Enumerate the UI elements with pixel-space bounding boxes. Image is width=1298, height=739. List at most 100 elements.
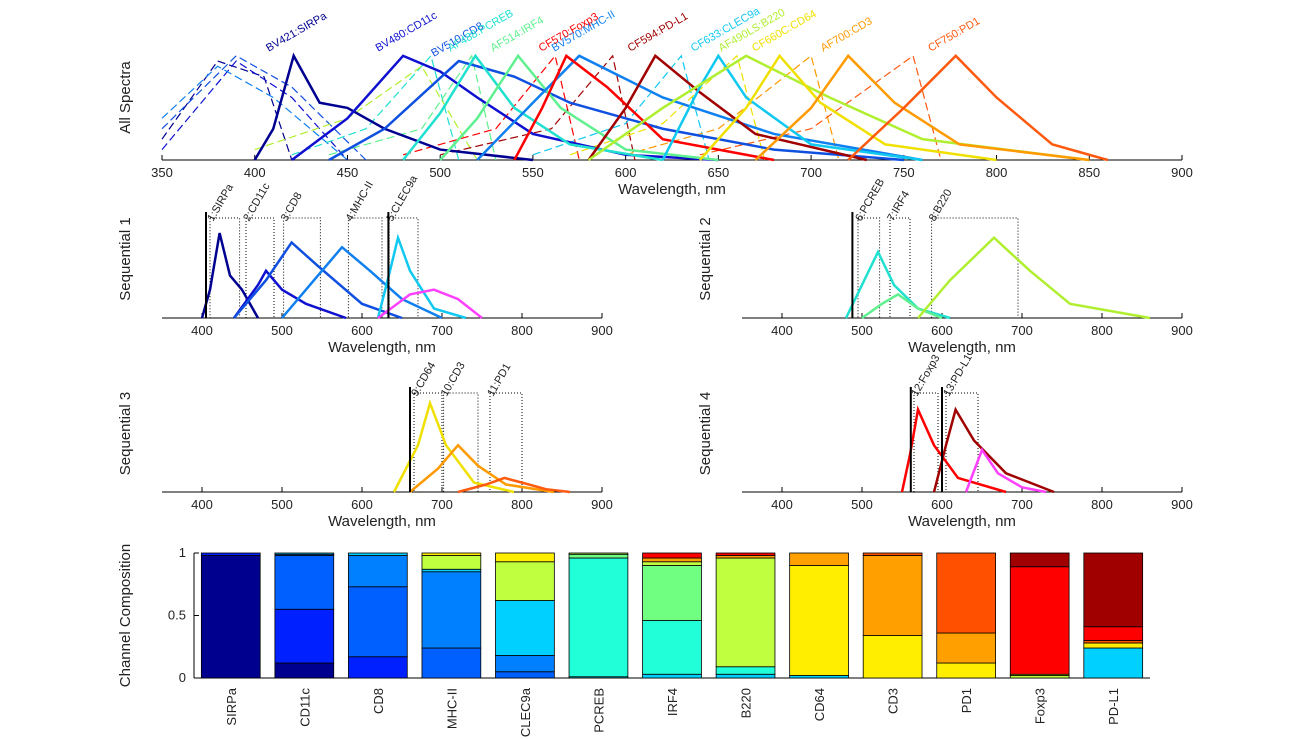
emission-line	[698, 53, 997, 162]
bar-segment	[200, 552, 261, 556]
excitation-line	[161, 60, 348, 161]
emission-line	[476, 54, 923, 162]
bar-segment	[642, 561, 702, 566]
emission-line	[281, 245, 443, 320]
x-tick-label: 750	[893, 165, 915, 180]
emission-line	[900, 405, 1007, 494]
series-label: BV480:CD11c	[374, 9, 440, 54]
x-tick-label: 900	[1171, 323, 1193, 338]
x-tick-label: 800	[986, 165, 1008, 180]
channel-label: 4:MHC-II	[344, 179, 376, 223]
emission-line	[754, 53, 1090, 162]
excitation-line	[625, 54, 840, 161]
x-axis-label: Wavelength, nm	[328, 513, 436, 530]
bar-segment	[1083, 642, 1144, 649]
bar-segment	[348, 552, 408, 556]
x-tick-label: 700	[1011, 497, 1033, 512]
bar-segment	[421, 552, 482, 556]
x-tick-label: 900	[591, 323, 613, 338]
bar-segment	[421, 571, 482, 649]
y-axis-label: Sequential 4	[697, 392, 714, 475]
x-axis-label: Wavelength, nm	[328, 339, 436, 356]
x-tick-label: 400	[771, 497, 793, 512]
emission-line	[392, 399, 515, 494]
bar-segment	[568, 552, 629, 555]
channel-window	[931, 217, 1019, 319]
x-tick-label: CLEC9a	[518, 687, 533, 737]
excitation-line	[161, 60, 293, 161]
bar-segment	[715, 557, 776, 668]
emission-line	[513, 53, 775, 162]
bar-segment	[862, 555, 923, 636]
x-tick-label: 900	[1171, 497, 1193, 512]
bar-segment	[715, 673, 776, 679]
bar-segment	[1083, 552, 1144, 628]
y-axis-label: All Spectra	[117, 61, 134, 134]
bar-segment	[1083, 647, 1144, 679]
bar-segment	[862, 552, 923, 556]
x-tick-label: 600	[931, 497, 953, 512]
channel-window	[443, 392, 479, 493]
emission-line	[439, 53, 719, 162]
series-label: BV421:SIRPa	[264, 10, 330, 55]
emission-line	[861, 292, 943, 320]
channel-window	[283, 217, 321, 319]
bar-segment	[495, 561, 555, 601]
x-tick-label: 700	[800, 165, 822, 180]
bar-segment	[715, 552, 776, 556]
bar-segment	[789, 552, 849, 566]
x-tick-label: PCREB	[591, 688, 606, 733]
bar-segment	[568, 553, 629, 559]
x-tick-label: 550	[522, 165, 544, 180]
x-tick-label: CD3	[886, 688, 901, 714]
x-tick-label: Foxp3	[1033, 688, 1048, 724]
emission-line	[844, 249, 951, 320]
emission-line	[847, 54, 1109, 162]
bar-segment	[936, 552, 996, 634]
x-tick-label: 500	[851, 497, 873, 512]
bar-segment	[348, 586, 408, 658]
excitation-line	[291, 54, 460, 161]
channel-window	[857, 217, 881, 319]
channel-window	[347, 217, 383, 319]
emission-line	[232, 268, 347, 320]
x-tick-label: PD1	[959, 688, 974, 713]
bar-segment	[642, 557, 702, 563]
emission-line	[917, 236, 1151, 320]
bar-segment	[348, 656, 408, 679]
emission-line	[328, 59, 904, 162]
x-tick-label: 800	[1091, 497, 1113, 512]
y-axis-label: Sequential 2	[697, 217, 714, 300]
bar-segment	[421, 647, 482, 679]
y-axis-label: Channel Composition	[117, 544, 134, 687]
series-label: CF594:PD-L1	[626, 10, 690, 54]
x-tick-label: 500	[271, 497, 293, 512]
x-tick-label: IRF4	[665, 688, 680, 716]
x-tick-label: 450	[337, 165, 359, 180]
x-tick-label: 650	[708, 165, 730, 180]
emission-line	[409, 443, 555, 494]
x-tick-label: MHC-II	[444, 688, 459, 729]
channel-label: 12:Foxp3	[909, 353, 942, 399]
x-tick-label: 500	[851, 323, 873, 338]
x-tick-label: 400	[191, 497, 213, 512]
bar-segment	[495, 655, 555, 673]
channel-label: 3:CD8	[279, 190, 305, 223]
excitation-line	[402, 54, 580, 161]
x-tick-label: 500	[429, 165, 451, 180]
bar-segment	[642, 552, 702, 559]
excitation-line	[161, 55, 367, 161]
channel-label: 13:PD-L1	[941, 352, 975, 398]
bar-segment	[274, 608, 335, 664]
channel-window	[209, 217, 241, 319]
x-axis-label: Wavelength, nm	[908, 339, 1016, 356]
channel-window	[489, 392, 523, 493]
bar-segment	[936, 632, 996, 664]
excitation-line	[254, 65, 478, 161]
x-tick-label: 400	[191, 323, 213, 338]
emission-line	[376, 233, 467, 320]
bar-segment	[568, 557, 629, 678]
bar-segment	[642, 673, 702, 679]
